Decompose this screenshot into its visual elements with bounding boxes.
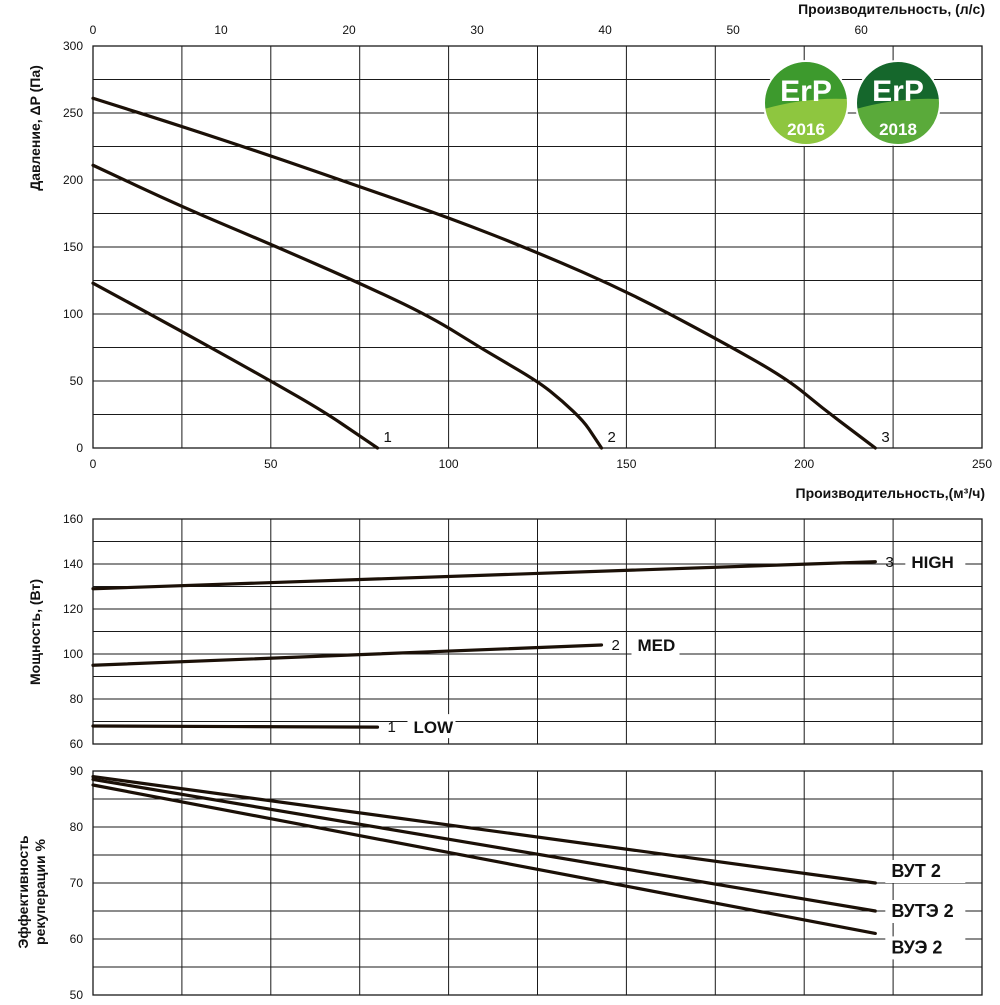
power-y-tick-label: 140 [63,557,83,571]
pressure-y-tick-label: 100 [63,307,83,321]
erp-2018-year: 2018 [879,120,917,139]
pressure-chart: 0 50 100 150 200 250 0 10 20 30 40 50 60 0501001502… [27,1,992,501]
power-curve-number: 2 [612,637,620,654]
pressure-x-tick-label: 250 [972,457,992,471]
efficiency-grid [92,770,983,996]
power-mode-label: HIGH [911,553,954,572]
pressure-y-tick-label: 300 [63,39,83,53]
efficiency-curve-labels: ВУТ 2 ВУТЭ 2 ВУЭ 2 [885,860,966,960]
efficiency-label-background [885,900,966,923]
pressure-x-tick-label: 50 [264,457,278,471]
power-label-background [631,632,680,656]
power-grid [92,518,983,745]
efficiency-label-background [885,936,966,960]
efficiency-curve-3 [91,783,877,935]
erp-2018-badge: ErP 2018 [855,60,941,146]
power-y-tick-label: 80 [70,692,84,706]
erp-2016-title: ErP [780,75,832,108]
pressure-y-tick-label: 200 [63,173,83,187]
efficiency-curve-label: ВУЭ 2 [891,937,942,957]
power-curve-labels: 1 LOW 2 MED 3 HIGH [387,548,966,739]
power-label-background [407,714,456,739]
efficiency-chart: 50 60 70 80 90 ВУТ 2 ВУТЭ 2 ВУЭ 2 Эффективност… [15,764,983,1002]
pressure-x-tick-label: 0 [90,457,97,471]
efficiency-y-tick-label: 80 [70,820,84,834]
pressure-x2-tick-label: 30 [470,23,484,37]
pressure-x2-tick-label: 10 [214,23,228,37]
power-curve-2 [91,643,604,667]
efficiency-y-tick-label: 50 [70,988,84,1000]
efficiency-label-background [885,860,966,883]
pressure-curves [91,96,877,450]
power-curve-3 [91,560,877,591]
power-curve-number: 3 [885,554,893,571]
pressure-x2-axis-title: Производительность, (л/с) [798,1,985,17]
pressure-curve-3 [91,96,877,450]
efficiency-y-ticks: 50 60 70 80 90 [70,764,84,1002]
erp-2016-badge: ErP 2016 [763,60,849,146]
pressure-curve-label: 1 [383,429,391,446]
pressure-x2-tick-label: 60 [854,23,868,37]
power-y-tick-label: 120 [63,602,83,616]
efficiency-y-tick-label: 60 [70,932,84,946]
pressure-x-tick-label: 100 [439,457,459,471]
pressure-x2-tick-label: 20 [342,23,356,37]
pressure-y-axis-title: Давление, ΔP (Па) [27,65,43,191]
efficiency-curve-label: ВУТЭ 2 [891,901,953,921]
pressure-y-tick-label: 50 [70,374,84,388]
power-curve-number: 1 [387,719,395,736]
pressure-y-tick-label: 150 [63,240,83,254]
pressure-y-tick-label: 0 [76,441,83,455]
power-y-tick-label: 100 [63,647,83,661]
power-y-tick-label: 160 [63,512,83,526]
power-label-background [905,548,966,573]
power-y-axis-title: Мощность, (Вт) [27,579,43,685]
pressure-x2-tick-label: 40 [598,23,612,37]
pressure-curve-1 [91,281,380,450]
power-mode-label: MED [638,636,676,655]
erp-2016-year: 2016 [787,120,825,139]
power-mode-label: LOW [413,718,454,737]
efficiency-y-tick-label: 70 [70,876,84,890]
efficiency-curves [91,775,877,935]
pressure-x2-tick-label: 0 [90,23,97,37]
erp-2018-title: ErP [872,75,924,108]
pressure-x-tick-label: 200 [794,457,814,471]
pressure-x2-ticks: 0 10 20 30 40 50 60 [90,23,868,37]
pressure-curve-label: 2 [608,429,616,446]
pressure-x-axis-title: Производительность,(м³/ч) [796,485,985,501]
power-curve-1 [91,724,380,729]
pressure-curve-labels: 1 2 3 [383,429,889,446]
power-y-tick-label: 60 [70,737,84,751]
pressure-curve-label: 3 [881,429,889,446]
pressure-x-ticks: 0 50 100 150 200 250 [90,457,993,471]
efficiency-curve-label: ВУТ 2 [891,861,941,881]
efficiency-y-tick-label: 90 [70,764,84,778]
efficiency-y-axis-title: Эффективностьрекуперации % [15,835,48,949]
pressure-curve-2 [91,163,604,450]
pressure-y-tick-label: 250 [63,106,83,120]
power-y-ticks: 60 80 100 120 140 160 [63,512,83,751]
pressure-x-tick-label: 150 [616,457,636,471]
power-chart: 60 80 100 120 140 160 1 LOW 2 MED 3 HIGH Мощность,… [27,512,983,751]
efficiency-curve-2 [91,777,877,913]
pressure-x2-tick-label: 50 [726,23,740,37]
efficiency-curve-1 [91,775,877,885]
power-curves [91,560,877,729]
pressure-y-ticks: 0 50 100 150 200 250 300 [63,39,83,455]
